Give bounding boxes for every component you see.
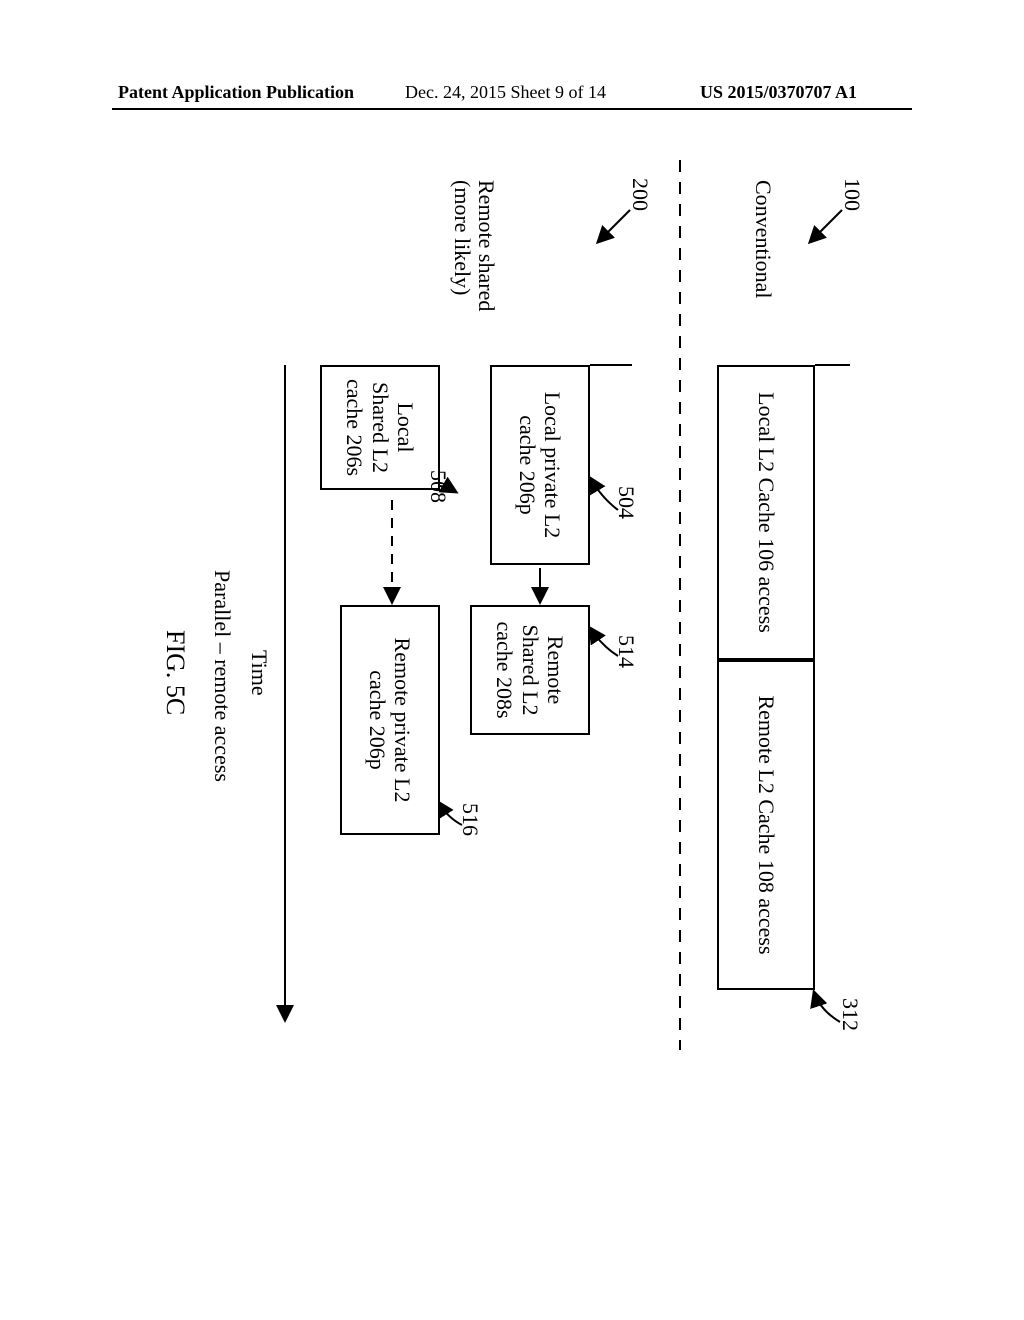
label-time: Time: [246, 650, 272, 696]
label-conventional: Conventional: [751, 180, 775, 299]
leader-312: [814, 992, 840, 1022]
box-local-shared-l2: Local Shared L2 cache 206s: [320, 365, 440, 490]
arrow-100: [810, 210, 842, 242]
arrow-200: [598, 210, 630, 242]
label-remote-shared-1: Remote shared: [474, 180, 498, 311]
ref-100: 100: [840, 178, 864, 211]
box-local-private-l2: Local private L2 cache 206p: [490, 365, 590, 565]
ref-200: 200: [628, 178, 652, 211]
ref-508: 508: [426, 470, 450, 503]
header-middle: Dec. 24, 2015 Sheet 9 of 14: [405, 82, 606, 103]
ref-516: 516: [458, 803, 482, 836]
ref-504: 504: [614, 486, 638, 519]
box-remote-private-l2: Remote private L2 cache 206p: [340, 605, 440, 835]
header-left: Patent Application Publication: [118, 82, 354, 103]
box-remote-l2: Remote L2 Cache 108 access: [717, 660, 815, 990]
label-parallel: Parallel – remote access: [209, 570, 235, 782]
figure-5c: Local L2 Cache 106 access Remote L2 Cach…: [150, 150, 870, 1200]
label-remote-shared-2: (more likely): [450, 180, 474, 295]
ref-514: 514: [614, 635, 638, 668]
header-rule: [112, 108, 912, 110]
box-remote-shared-l2: Remote Shared L2 cache 208s: [470, 605, 590, 735]
figure-caption: FIG. 5C: [160, 630, 190, 715]
ref-312: 312: [838, 998, 862, 1031]
header-right: US 2015/0370707 A1: [700, 82, 857, 103]
box-local-l2: Local L2 Cache 106 access: [717, 365, 815, 660]
